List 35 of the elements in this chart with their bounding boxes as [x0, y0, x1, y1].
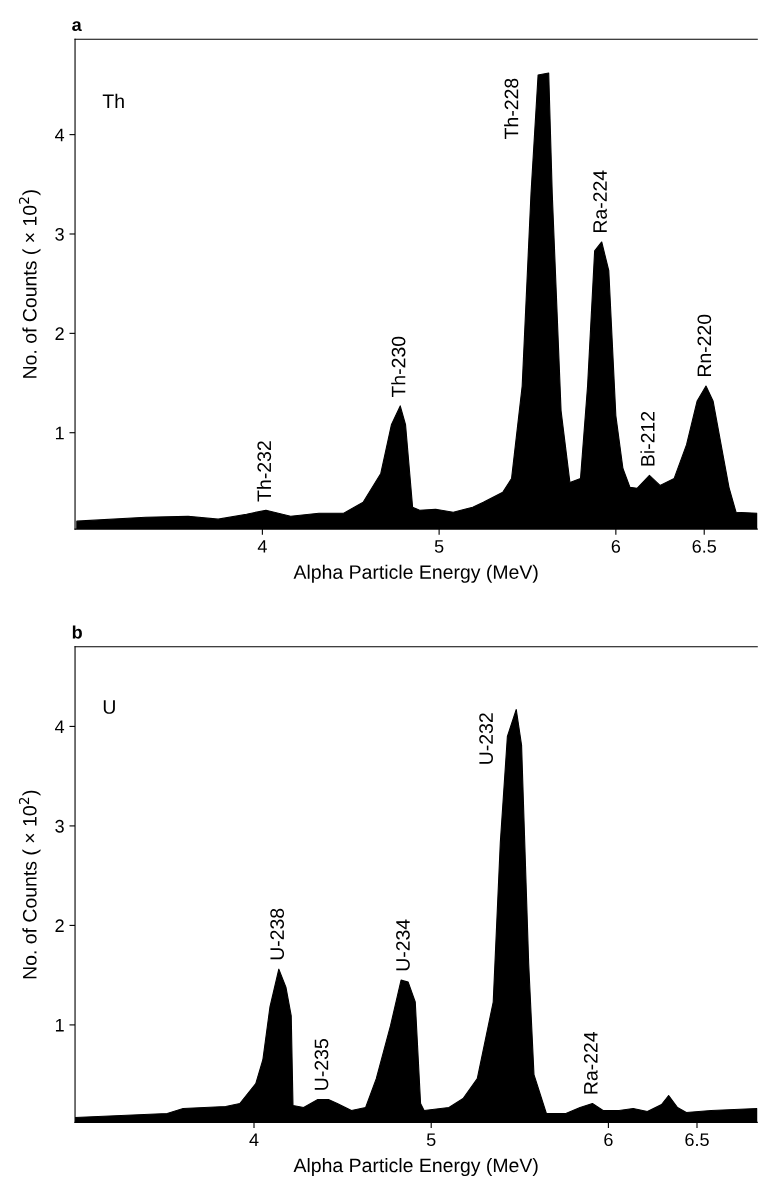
x-tick-label: 5 — [434, 540, 444, 553]
x-tick-label: 4 — [249, 1133, 259, 1146]
x-tick-label: 6 — [604, 1133, 613, 1147]
annotation: Th-228 — [504, 78, 519, 139]
y-tick-label: 4 — [55, 720, 65, 733]
y-tick-label: 3 — [55, 227, 64, 241]
y-tick-label: 2 — [55, 327, 64, 340]
annotation: U-234 — [396, 919, 410, 971]
y-axis-title: No. of Counts ( × 10$^{2}$) — [18, 790, 41, 979]
x-tick-label: 6.5 — [685, 1133, 709, 1147]
y-tick-label: 3 — [55, 819, 64, 833]
chart-title: a — [72, 21, 82, 32]
annotation: Th — [102, 93, 124, 108]
y-tick-label: 2 — [55, 919, 64, 932]
y-tick-label: 4 — [55, 128, 65, 142]
annotation: U — [103, 700, 115, 714]
x-tick-label: 6.5 — [692, 540, 717, 553]
x-tick-label: 6 — [611, 540, 621, 553]
annotation: Th-232 — [256, 441, 272, 502]
annotation: Ra-224 — [583, 1031, 598, 1094]
x-tick-label: 4 — [257, 540, 267, 553]
chart-title: b — [72, 625, 82, 639]
annotation: Ra-224 — [593, 170, 607, 233]
annotation: U-232 — [479, 713, 493, 764]
annotation: U-235 — [314, 1039, 329, 1090]
y-tick-label: 1 — [55, 426, 64, 440]
y-tick-label: 1 — [55, 1019, 64, 1032]
annotation: Th-230 — [391, 336, 406, 398]
x-tick-label: 5 — [426, 1133, 436, 1147]
annotation: Bi-212 — [640, 411, 655, 466]
annotation: U-238 — [270, 908, 285, 960]
annotation: Rn-220 — [697, 314, 712, 377]
y-axis-title: No. of Counts ( × 10$^{2}$) — [18, 190, 41, 378]
x-axis-title: Alpha Particle Energy (MeV) — [293, 564, 538, 583]
x-axis-title: Alpha Particle Energy (MeV) — [293, 1158, 538, 1177]
